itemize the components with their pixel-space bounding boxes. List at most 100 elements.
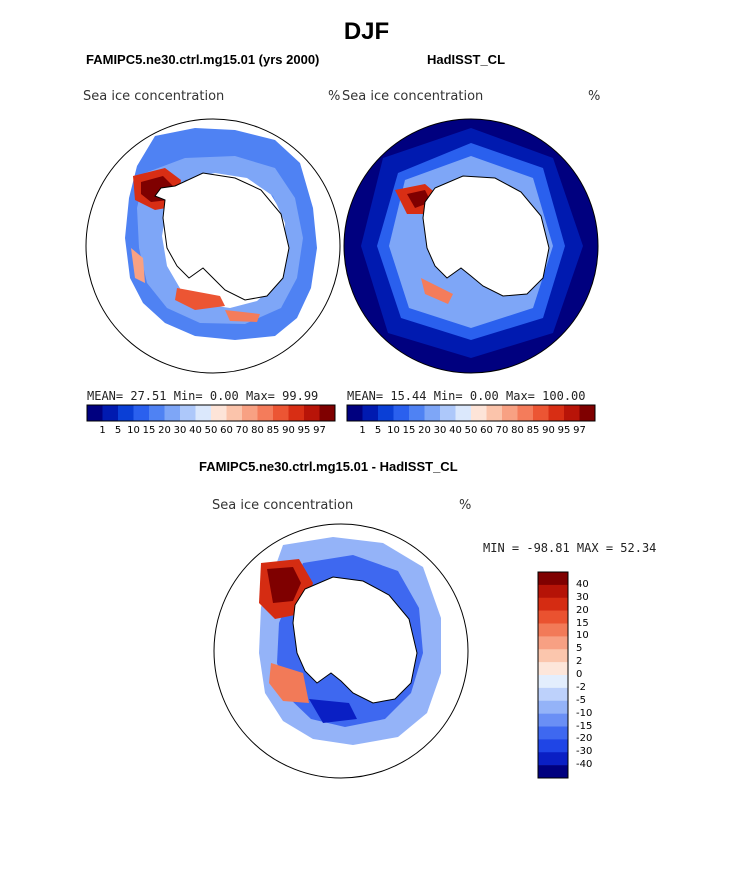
figure-title: DJF — [343, 18, 390, 45]
diff-units-label: % — [459, 498, 472, 513]
colorbar-tick-label: 70 — [235, 425, 249, 436]
colorbar-swatch — [538, 726, 568, 740]
obs-mean-value: 15.44 — [390, 389, 427, 403]
colorbar-tick-label: 97 — [573, 425, 586, 436]
colorbar-swatch — [440, 405, 456, 421]
colorbar-swatch — [288, 405, 305, 421]
colorbar-swatch — [564, 405, 580, 421]
model-field-label: Sea ice concentration — [83, 89, 225, 104]
colorbar-tick-label: 60 — [480, 425, 493, 436]
colorbar-swatch — [538, 662, 568, 676]
model-colorbar — [86, 404, 336, 422]
colorbar-tick-label: 40 — [576, 578, 589, 590]
colorbar-swatch — [164, 405, 181, 421]
colorbar-swatch — [455, 405, 472, 421]
colorbar-tick-label: 85 — [526, 425, 540, 436]
colorbar-tick-label: -5 — [576, 694, 586, 706]
model-mean-label: MEAN= — [87, 389, 124, 403]
colorbar-swatch — [409, 405, 425, 421]
colorbar-swatch — [471, 405, 487, 421]
colorbar-tick-label: 50 — [464, 425, 478, 436]
model-amundsen-high — [225, 310, 260, 322]
colorbar-swatch — [538, 700, 568, 714]
obs-antarctica — [422, 175, 550, 297]
colorbar-tick-label: 10 — [387, 425, 400, 436]
colorbar-swatch — [102, 405, 119, 421]
obs-stats: MEAN= 15.44 Min= 0.00 Max= 100.00 — [347, 389, 586, 403]
colorbar-swatch — [319, 405, 336, 421]
colorbar-swatch — [538, 636, 568, 650]
obs-mean-label: MEAN= — [347, 389, 384, 403]
model-min-label: Min= — [173, 389, 203, 403]
colorbar-tick-label: 90 — [542, 425, 555, 436]
colorbar-swatch — [538, 584, 568, 599]
obs-min-label: Min= — [433, 389, 463, 403]
colorbar-tick-label: -15 — [576, 720, 593, 732]
colorbar-swatch — [538, 765, 568, 779]
colorbar-swatch — [538, 713, 568, 727]
difference-colorbar-ticks: 40 30 20 15 10 5 2 0 -2 -5 -10 -15 -20 -30 -40 — [576, 572, 616, 778]
difference-panel-title: FAMIPC5.ne30.ctrl.mg15.01 - HadISST_CL — [199, 459, 458, 474]
colorbar-swatch — [180, 405, 196, 421]
model-units-label: % — [328, 89, 341, 104]
colorbar-tick-label: 20 — [576, 604, 589, 616]
obs-max-label: Max= — [506, 389, 535, 403]
colorbar-swatch — [87, 405, 103, 421]
colorbar-tick-label: 90 — [282, 425, 295, 436]
colorbar-swatch — [378, 405, 394, 421]
colorbar-tick-label: 15 — [402, 425, 416, 436]
colorbar-tick-label: -10 — [576, 707, 593, 719]
colorbar-swatch — [538, 675, 568, 689]
colorbar-swatch — [195, 405, 212, 421]
colorbar-swatch — [347, 405, 363, 421]
colorbar-swatch — [118, 405, 134, 421]
obs-panel-title: HadISST_CL — [427, 52, 506, 67]
colorbar-swatch — [393, 405, 410, 421]
colorbar-swatch — [533, 405, 549, 421]
obs-colorbar-ticks: 1 5 10 15 20 30 40 50 60 70 80 85 90 95 97 — [347, 425, 595, 439]
colorbar-tick-label: 30 — [576, 591, 589, 603]
colorbar-swatch — [424, 405, 441, 421]
colorbar-tick-label: 5 — [114, 425, 122, 436]
obs-units-label: % — [588, 89, 601, 104]
colorbar-swatch — [211, 405, 227, 421]
colorbar-tick-label: 30 — [433, 425, 447, 436]
colorbar-swatch — [538, 610, 568, 624]
colorbar-swatch — [579, 405, 596, 421]
diff-weddell-core — [267, 567, 301, 603]
colorbar-tick-label: 60 — [220, 425, 233, 436]
colorbar-swatch — [538, 623, 568, 637]
colorbar-swatch — [304, 405, 320, 421]
colorbar-swatch — [502, 405, 518, 421]
diff-ross-positive — [269, 663, 309, 703]
model-mean-value: 27.51 — [130, 389, 167, 403]
obs-max-value: 100.00 — [542, 389, 586, 403]
colorbar-tick-label: 2 — [576, 656, 583, 668]
colorbar-tick-label: 1 — [99, 425, 106, 436]
colorbar-tick-label: 80 — [251, 425, 264, 436]
obs-colorbar — [346, 404, 596, 422]
model-antarctica — [154, 172, 290, 301]
model-stats: MEAN= 27.51 Min= 0.00 Max= 99.99 — [87, 389, 318, 403]
colorbar-tick-label: 0 — [576, 669, 583, 680]
colorbar-border — [86, 404, 336, 422]
colorbar-tick-label: 97 — [313, 425, 326, 436]
colorbar-tick-label: 30 — [173, 425, 187, 436]
colorbar-tick-label: -20 — [576, 733, 593, 745]
difference-colorbar — [537, 571, 569, 779]
model-max-label: Max= — [246, 389, 275, 403]
colorbar-swatch — [548, 405, 565, 421]
colorbar-tick-label: 5 — [374, 425, 382, 436]
diff-field-label: Sea ice concentration — [212, 498, 354, 513]
colorbar-swatch — [538, 752, 568, 766]
colorbar-tick-label: 70 — [495, 425, 509, 436]
colorbar-swatch — [362, 405, 379, 421]
colorbar-tick-label: 20 — [418, 425, 431, 436]
model-panel-title: FAMIPC5.ne30.ctrl.mg15.01 (yrs 2000) — [86, 52, 320, 67]
colorbar-swatch — [257, 405, 274, 421]
colorbar-tick-label: 40 — [189, 425, 202, 436]
colorbar-border — [346, 404, 596, 422]
colorbar-swatch — [517, 405, 534, 421]
model-bellingshausen — [131, 248, 145, 283]
obs-sea-ice-map — [343, 118, 599, 374]
